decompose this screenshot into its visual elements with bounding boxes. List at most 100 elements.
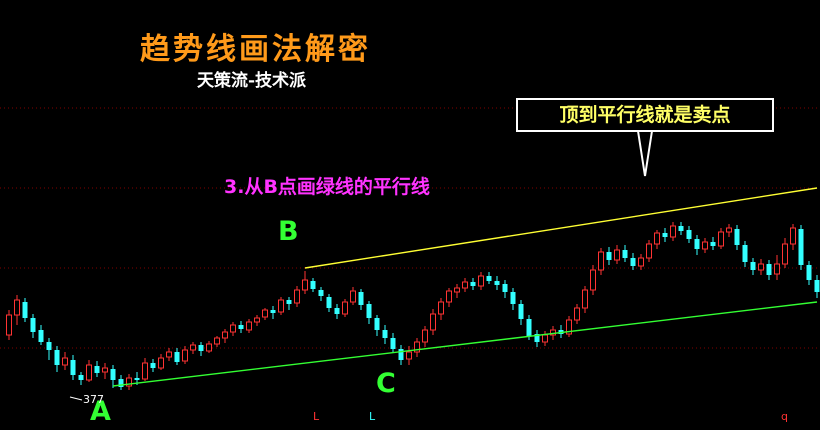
trendline-1	[304, 187, 818, 269]
candle-85	[678, 222, 684, 235]
candle-31	[246, 319, 252, 333]
candle-86	[686, 226, 692, 243]
candle-52	[414, 338, 420, 357]
candle-54	[430, 309, 436, 335]
candle-94	[750, 258, 756, 275]
candle-20	[158, 354, 164, 370]
candle-76	[606, 247, 612, 265]
candle-19	[150, 359, 156, 372]
candle-42	[334, 304, 340, 319]
candle-44	[350, 287, 356, 305]
candle-89	[710, 237, 716, 250]
candle-101	[806, 261, 812, 285]
candle-41	[326, 294, 332, 312]
step-annotation: 3.从B点画绿线的平行线	[224, 176, 430, 198]
candle-2	[14, 295, 20, 325]
candle-26	[206, 341, 212, 353]
candle-32	[254, 315, 260, 326]
candle-48	[382, 325, 388, 344]
candle-61	[486, 272, 492, 284]
candle-49	[390, 333, 396, 353]
candle-63	[502, 280, 508, 298]
candle-73	[582, 286, 588, 313]
candle-47	[374, 315, 380, 336]
candle-6	[46, 338, 52, 360]
candle-79	[630, 253, 636, 270]
candle-45	[358, 289, 364, 310]
bottom-marker-3: q	[781, 410, 788, 423]
chart-title: 趋势线画法解密	[140, 32, 371, 67]
candle-12	[94, 361, 100, 377]
point-a-label: A	[90, 396, 111, 427]
candle-80	[638, 254, 644, 270]
candle-62	[494, 276, 500, 290]
candle-82	[654, 230, 660, 249]
candle-57	[454, 284, 460, 298]
callout-pointer	[637, 130, 653, 177]
candle-8	[62, 352, 68, 370]
candle-74	[590, 265, 596, 295]
candle-55	[438, 298, 444, 320]
candle-77	[614, 245, 620, 264]
candle-22	[174, 348, 180, 365]
candle-7	[54, 346, 60, 372]
candle-15	[118, 375, 124, 390]
candle-29	[230, 322, 236, 336]
candle-3	[22, 298, 28, 322]
candle-39	[310, 278, 316, 292]
sell-point-callout: 顶到平行线就是卖点	[516, 98, 774, 132]
candle-38	[302, 271, 308, 294]
candle-27	[214, 336, 220, 347]
candle-67	[534, 330, 540, 347]
candle-81	[646, 240, 652, 262]
candle-87	[694, 235, 700, 255]
candle-4	[30, 314, 36, 338]
candle-33	[262, 308, 268, 320]
candle-84	[670, 222, 676, 241]
candle-78	[622, 245, 628, 262]
candle-11	[86, 360, 92, 382]
candle-65	[518, 300, 524, 325]
candle-88	[702, 238, 708, 253]
candle-75	[598, 248, 604, 275]
candle-98	[782, 238, 788, 268]
candle-23	[182, 346, 188, 364]
candle-35	[278, 297, 284, 315]
candle-13	[102, 363, 108, 379]
candle-71	[566, 316, 572, 337]
candle-92	[734, 225, 740, 250]
candle-5	[38, 325, 44, 345]
candle-59	[470, 278, 476, 290]
candle-10	[78, 372, 84, 385]
candle-51	[406, 346, 412, 365]
candle-34	[270, 306, 276, 319]
trendline-2	[112, 301, 818, 387]
candle-53	[422, 326, 428, 347]
point-b-label: B	[278, 216, 299, 247]
candle-95	[758, 259, 764, 275]
candle-50	[398, 345, 404, 365]
candle-18	[142, 358, 148, 381]
low-price-label: 377	[83, 393, 104, 406]
candle-96	[766, 260, 772, 280]
candle-28	[222, 329, 228, 343]
candle-37	[294, 286, 300, 307]
candle-102	[814, 275, 820, 298]
candle-1	[6, 310, 12, 340]
candle-100	[798, 225, 804, 270]
candle-36	[286, 297, 292, 310]
point-c-label: C	[376, 368, 396, 399]
candle-21	[166, 348, 172, 361]
candle-90	[718, 228, 724, 249]
candle-93	[742, 241, 748, 267]
candle-14	[110, 365, 116, 388]
candle-24	[190, 342, 196, 354]
candle-91	[726, 224, 732, 237]
candle-46	[366, 301, 372, 324]
bottom-marker-1: L	[313, 410, 320, 423]
candle-30	[238, 321, 244, 333]
candle-68	[542, 331, 548, 346]
candle-25	[198, 342, 204, 356]
